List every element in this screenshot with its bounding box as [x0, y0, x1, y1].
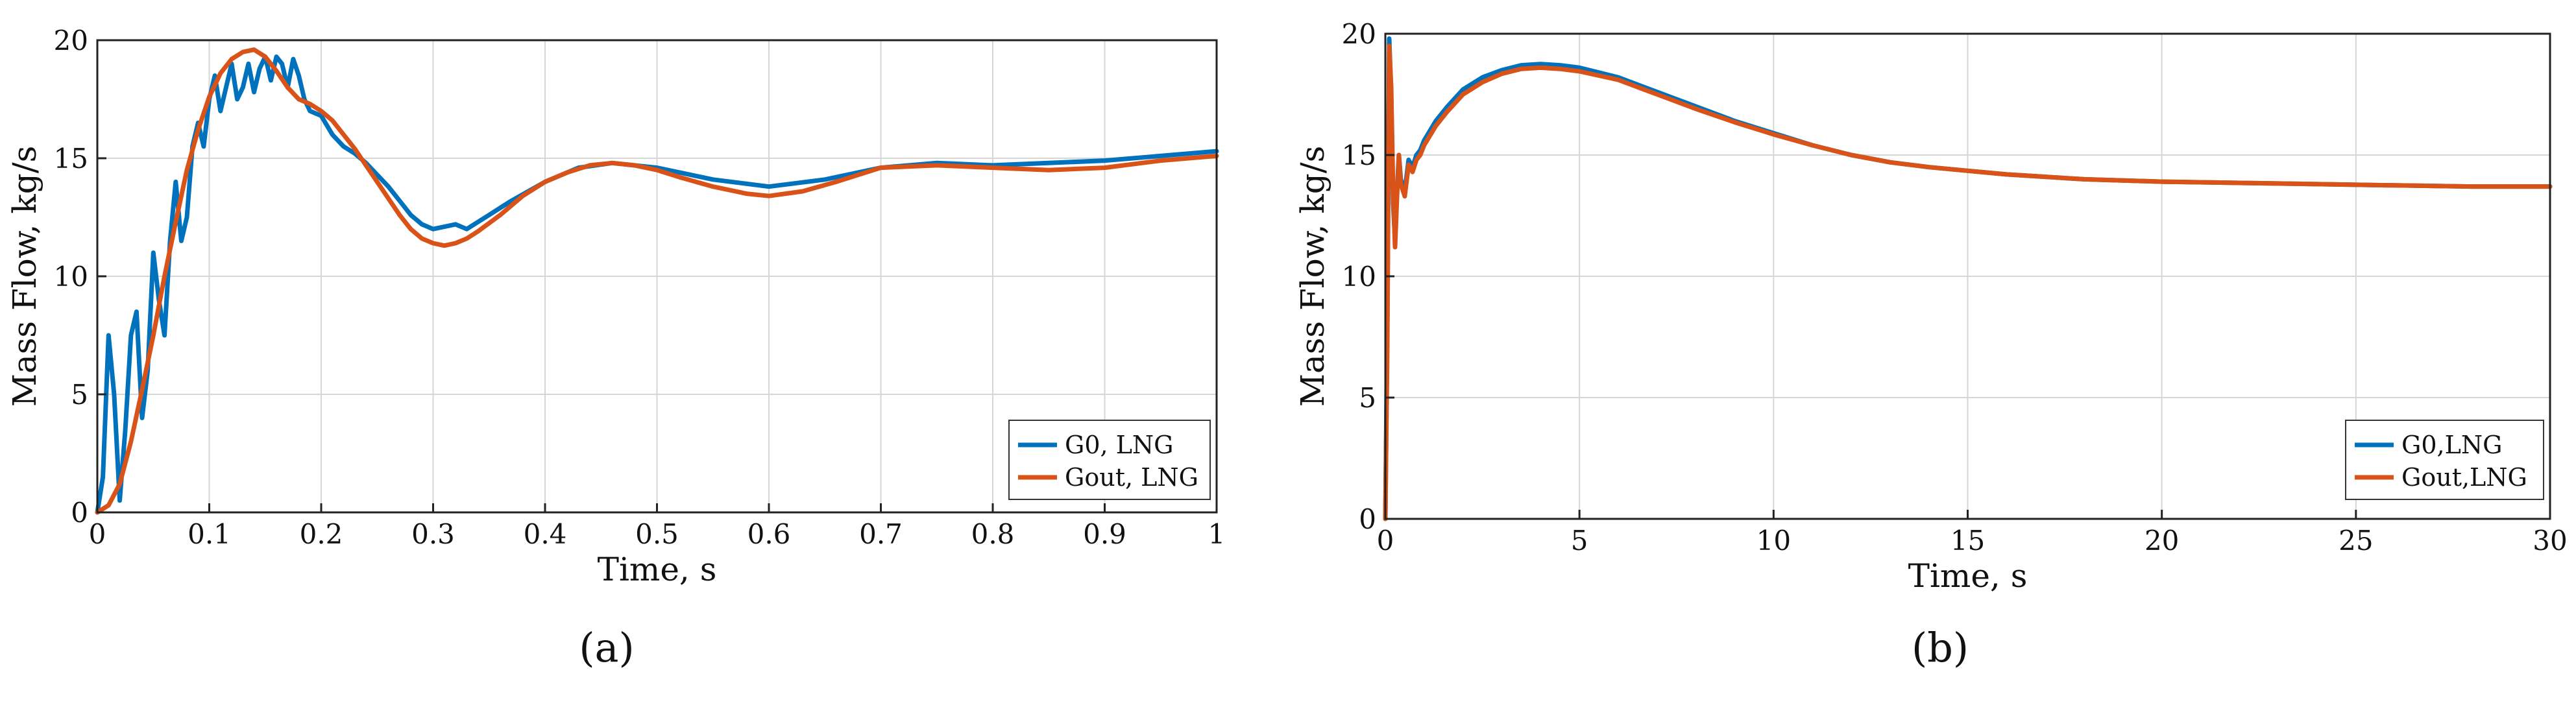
panel-a-y-axis-label: Mass Flow, kg/s: [6, 146, 43, 407]
panel-a-y-ticks: 0 5 10 15 20: [54, 25, 106, 529]
panel-b-y-tick-label: 5: [1359, 382, 1376, 414]
panel-b-y-tick-label: 20: [1342, 18, 1376, 50]
panel-a-x-ticks: 0 0.1 0.2 0.3 0.4 0.5 0.6 0.7 0.8 0.9 1: [89, 503, 1226, 550]
panel-b-legend-box: [2345, 420, 2544, 500]
panel-a-x-tick-label: 0.2: [300, 518, 343, 550]
panel-a-x-tick-label: 0.5: [635, 518, 679, 550]
panel-b-y-ticks: 0 5 10 15 20: [1342, 18, 1394, 535]
panel-b: 0 5 10 15 20 25 30 0 5 10 15 20 Time, s Mass Flow,…: [1294, 18, 2568, 671]
panel-b-x-tick-label: 10: [1756, 525, 1791, 556]
panel-a-x-tick-label: 0.9: [1083, 518, 1126, 550]
panel-a-x-tick-label: 0: [89, 518, 106, 550]
panel-a-legend-label-gout: Gout, LNG: [1065, 463, 1198, 492]
panel-a: 0 0.1 0.2 0.3 0.4 0.5 0.6 0.7 0.8 0.9 1 0 5 10 15 20 T…: [6, 25, 1225, 671]
panel-a-x-tick-label: 0.1: [188, 518, 231, 550]
panel-b-series-line-gout: [1383, 43, 2553, 521]
panel-a-y-tick-label: 20: [54, 25, 88, 56]
panel-a-y-tick-label: 0: [71, 497, 88, 529]
panel-b-x-tick-label: 25: [2339, 525, 2373, 556]
panel-a-x-tick-label: 0.7: [859, 518, 903, 550]
panel-b-legend-label-g0: G0,LNG: [2401, 431, 2502, 459]
panel-b-x-tick-label: 0: [1377, 525, 1394, 556]
panel-b-y-tick-label: 10: [1342, 261, 1376, 293]
panel-a-x-tick-label: 1: [1208, 518, 1226, 550]
panel-a-legend: G0, LNG Gout, LNG: [1008, 420, 1211, 500]
panel-b-x-tick-label: 20: [2145, 525, 2179, 556]
panel-b-series: [1383, 36, 2553, 521]
panel-a-legend-label-g0: G0, LNG: [1065, 431, 1174, 459]
panel-b-y-tick-label: 0: [1359, 503, 1376, 535]
panel-b-x-tick-label: 30: [2533, 525, 2567, 556]
panel-a-y-tick-label: 15: [54, 143, 88, 174]
panel-a-x-tick-label: 0.4: [524, 518, 567, 550]
panel-b-y-tick-label: 15: [1342, 139, 1376, 171]
panel-a-grid: [97, 40, 1217, 512]
panel-b-legend: G0,LNG Gout,LNG: [2345, 420, 2544, 500]
panel-b-caption: (b): [1912, 624, 1969, 671]
panel-b-x-tick-label: 5: [1571, 525, 1588, 556]
panel-b-x-axis-label: Time, s: [1908, 557, 2028, 595]
panel-a-y-tick-label: 5: [71, 379, 88, 411]
panel-a-x-tick-label: 0.8: [971, 518, 1015, 550]
panel-b-y-axis-label: Mass Flow, kg/s: [1294, 146, 1331, 407]
panel-a-x-tick-label: 0.6: [747, 518, 791, 550]
panel-a-caption: (a): [579, 624, 634, 671]
panel-b-grid: [1385, 34, 2550, 519]
panel-a-legend-box: [1008, 420, 1211, 500]
panel-b-x-ticks: 0 5 10 15 20 25 30: [1377, 510, 2568, 556]
panel-a-y-tick-label: 10: [54, 261, 88, 293]
panel-a-x-tick-label: 0.3: [411, 518, 455, 550]
panel-a-x-axis-label: Time, s: [598, 551, 717, 588]
panel-b-legend-label-gout: Gout,LNG: [2401, 463, 2527, 492]
panel-a-series-line-gout: [95, 47, 1219, 515]
panel-a-series: [95, 47, 1219, 515]
panel-b-x-tick-label: 15: [1950, 525, 1985, 556]
